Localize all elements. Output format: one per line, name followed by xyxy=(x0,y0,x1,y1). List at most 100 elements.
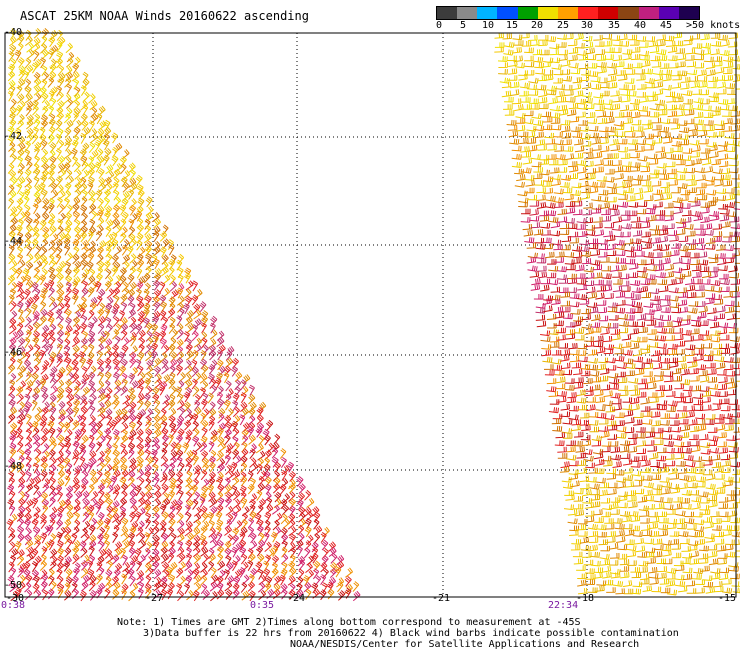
wind-barb xyxy=(683,98,693,105)
wind-barb xyxy=(22,405,30,417)
wind-barb xyxy=(649,530,660,537)
wind-barb xyxy=(80,272,88,284)
wind-barb xyxy=(40,532,48,544)
wind-barb xyxy=(200,349,207,361)
wind-barb xyxy=(614,412,625,419)
wind-barb xyxy=(89,386,97,398)
wind-barb xyxy=(620,572,630,579)
wind-barb xyxy=(192,386,200,397)
wind-barb xyxy=(144,295,152,306)
wind-barb xyxy=(7,197,15,209)
wind-barb xyxy=(628,510,639,517)
lat-label: -46 xyxy=(4,347,23,358)
wind-barb xyxy=(733,363,740,370)
wind-barb xyxy=(676,396,687,403)
wind-barb xyxy=(57,288,65,300)
wind-barb xyxy=(144,464,152,475)
wind-barb xyxy=(669,360,679,368)
wind-barb xyxy=(31,548,39,560)
wind-barb xyxy=(521,167,532,174)
wind-barb xyxy=(224,540,232,552)
wind-barb xyxy=(137,310,145,322)
wind-barb xyxy=(143,377,152,389)
wind-barb xyxy=(691,265,702,272)
wind-barb xyxy=(543,364,554,370)
wind-barb xyxy=(570,126,581,133)
wind-barb xyxy=(17,517,25,529)
wind-barb xyxy=(153,366,162,377)
wind-barb xyxy=(7,163,15,174)
wind-barb xyxy=(90,490,99,501)
wind-barb xyxy=(168,244,175,256)
wind-barb xyxy=(514,181,525,188)
wind-barb xyxy=(558,343,568,349)
wind-barb xyxy=(34,58,42,70)
wind-barb xyxy=(8,532,16,543)
wind-barb xyxy=(137,554,146,565)
wind-barb xyxy=(177,540,184,552)
wind-barb xyxy=(256,489,263,501)
wind-barb xyxy=(530,283,541,291)
wind-barb xyxy=(636,391,647,398)
wind-barb xyxy=(653,252,663,259)
wind-barb xyxy=(704,533,715,540)
wind-barb xyxy=(654,321,664,328)
wind-barb xyxy=(706,189,717,196)
wind-barb xyxy=(599,256,610,263)
wind-barb xyxy=(255,426,263,438)
wind-barb xyxy=(577,573,587,580)
wind-barb xyxy=(129,483,137,494)
wind-barb xyxy=(102,154,110,166)
wind-barb xyxy=(119,275,127,286)
wind-barb xyxy=(639,578,650,585)
wind-barb xyxy=(644,144,654,151)
wind-barb xyxy=(65,42,73,54)
wind-barb xyxy=(582,498,593,504)
wind-barb xyxy=(560,300,570,307)
wind-barb xyxy=(201,380,209,392)
wind-barb xyxy=(23,195,30,207)
wind-barb xyxy=(675,174,686,181)
wind-barb xyxy=(705,125,715,132)
wind-barb xyxy=(216,575,224,587)
wind-barb xyxy=(584,272,595,280)
wind-barb xyxy=(503,104,513,110)
wind-barb xyxy=(64,356,72,368)
wind-barb xyxy=(644,258,655,266)
wind-barb xyxy=(641,467,651,474)
wind-barb xyxy=(732,250,740,257)
wind-barb xyxy=(65,71,74,82)
wind-barb xyxy=(604,222,615,229)
wind-barb xyxy=(722,68,733,75)
wind-barb xyxy=(57,72,66,83)
wind-barb xyxy=(34,414,42,425)
wind-barb xyxy=(48,575,55,587)
wind-barb xyxy=(665,91,675,98)
wind-barb xyxy=(88,371,96,383)
wind-barb xyxy=(105,434,112,446)
wind-barb xyxy=(170,351,178,363)
wind-barb xyxy=(710,511,720,518)
wind-barb xyxy=(516,174,526,182)
time-label: 22:34 xyxy=(548,600,579,611)
wind-barb xyxy=(322,568,329,579)
wind-barb xyxy=(336,577,345,588)
wind-barb xyxy=(725,193,736,201)
wind-barb xyxy=(583,147,593,154)
wind-barb xyxy=(539,215,550,222)
wind-barb xyxy=(695,579,705,585)
wind-barb xyxy=(596,176,607,182)
wind-barb xyxy=(57,139,65,151)
wind-barb xyxy=(594,468,605,474)
wind-barb xyxy=(658,349,669,355)
wind-barb xyxy=(642,68,653,75)
colorbar-label: 20 xyxy=(531,20,544,31)
wind-barb xyxy=(685,278,695,286)
wind-barb xyxy=(200,398,208,410)
wind-barb xyxy=(582,489,592,497)
wind-barb xyxy=(558,278,568,284)
wind-barb xyxy=(167,526,175,538)
wind-barb xyxy=(535,307,546,314)
wind-barb xyxy=(618,84,629,91)
wind-barb xyxy=(524,237,535,244)
